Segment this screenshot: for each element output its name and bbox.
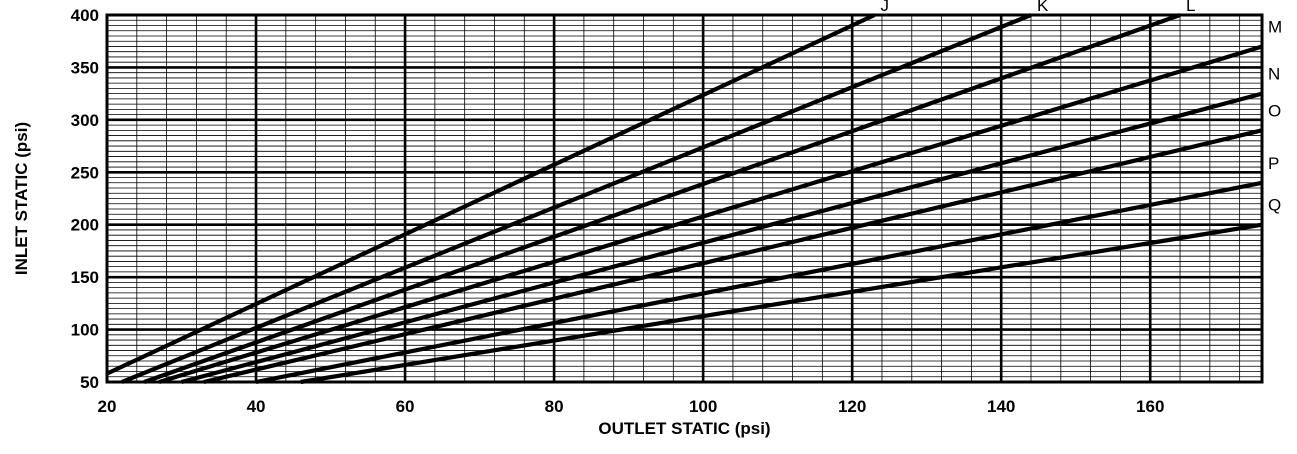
series-label-n: N (1268, 65, 1280, 84)
series-line-l (143, 13, 1181, 384)
y-tick-label: 100 (71, 321, 99, 340)
x-tick-label: 160 (1136, 397, 1164, 416)
x-tick-label: 40 (247, 397, 266, 416)
series-label-k: K (1037, 0, 1049, 15)
series-labels: J K L M NO P Q (881, 0, 1283, 215)
series-label-m: M (1268, 17, 1282, 36)
x-tick-label: 60 (396, 397, 415, 416)
x-tick-label: 20 (98, 397, 117, 416)
x-tick-label: 140 (987, 397, 1015, 416)
x-tick-label: 80 (545, 397, 564, 416)
series-lines (106, 13, 1263, 385)
y-tick-label: 350 (71, 58, 99, 77)
series-line-j (106, 13, 876, 376)
series-label-q: Q (1268, 196, 1281, 215)
series-line-k (121, 13, 1032, 384)
minor-grid (106, 14, 1262, 383)
series-label-p: P (1268, 154, 1279, 173)
series-label-l: L (1186, 0, 1195, 15)
y-tick-labels: 50 100 150 200 250 300 350 400 (71, 6, 99, 392)
series-line-m (158, 44, 1263, 385)
x-tick-label: 120 (838, 397, 866, 416)
series-label-o: O (1268, 101, 1281, 120)
y-tick-label: 400 (71, 6, 99, 25)
series-line-p (255, 180, 1263, 385)
plot-frame (105, 13, 1264, 384)
y-axis-label: INLET STATIC (psi) (12, 122, 31, 275)
series-line-o (203, 128, 1263, 385)
y-tick-label: 200 (71, 216, 99, 235)
series-line-n (180, 91, 1263, 385)
y-tick-label: 250 (71, 163, 99, 182)
series-label-j: J (881, 0, 890, 15)
x-tick-labels: 20 40 60 80 100 120 140 160 (98, 397, 1165, 416)
y-tick-label: 50 (80, 373, 99, 392)
series-line-q (300, 222, 1263, 385)
x-axis-label: OUTLET STATIC (psi) (598, 419, 770, 438)
x-tick-label: 100 (689, 397, 717, 416)
y-tick-label: 150 (71, 268, 99, 287)
y-tick-label: 300 (71, 111, 99, 130)
